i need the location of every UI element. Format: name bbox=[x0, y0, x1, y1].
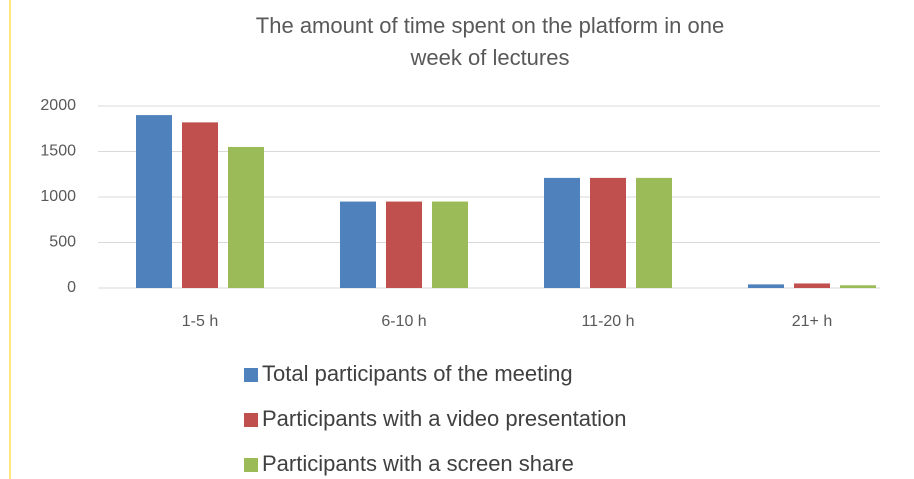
bar bbox=[794, 283, 830, 288]
bar bbox=[182, 122, 218, 288]
x-tick-label: 6-10 h bbox=[381, 313, 426, 330]
y-tick-label: 2000 bbox=[40, 97, 76, 114]
y-tick-label: 500 bbox=[49, 234, 76, 251]
legend-swatch bbox=[244, 368, 258, 382]
bar bbox=[228, 146, 264, 288]
legend-swatch bbox=[244, 413, 258, 427]
bar bbox=[136, 115, 172, 288]
y-tick-label: 1000 bbox=[40, 188, 76, 205]
bar bbox=[432, 201, 468, 288]
legend-label: Participants with a video presentation bbox=[262, 406, 626, 431]
bar bbox=[544, 177, 580, 288]
y-tick-label: 0 bbox=[67, 279, 76, 296]
bar bbox=[636, 177, 672, 288]
y-tick-label: 1500 bbox=[40, 143, 76, 160]
bar bbox=[748, 284, 784, 288]
x-tick-label: 1-5 h bbox=[182, 313, 218, 330]
bar bbox=[340, 201, 376, 288]
chart-title: The amount of time spent on the platform… bbox=[255, 13, 725, 70]
legend-label: Participants with a screen share bbox=[262, 451, 574, 476]
x-tick-label: 21+ h bbox=[792, 313, 832, 330]
x-tick-label: 11-20 h bbox=[581, 313, 634, 330]
legend-swatch bbox=[244, 458, 258, 472]
legend-label: Total participants of the meeting bbox=[262, 361, 573, 386]
bar bbox=[386, 201, 422, 288]
bar bbox=[590, 177, 626, 288]
bar bbox=[840, 285, 876, 288]
